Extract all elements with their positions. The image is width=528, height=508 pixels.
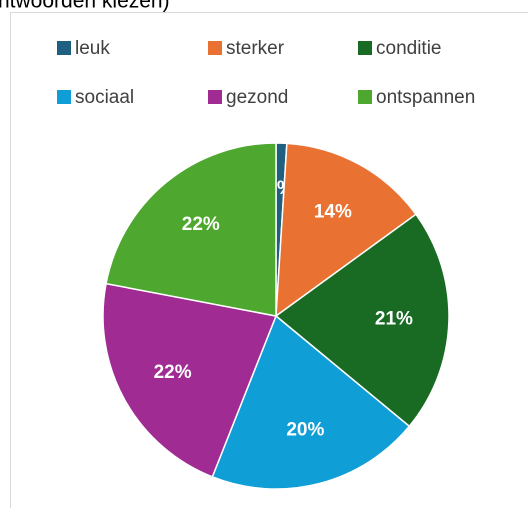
legend-label: ontspannen bbox=[376, 87, 475, 108]
data-label: 14% bbox=[314, 202, 352, 223]
legend-swatch bbox=[358, 90, 372, 104]
pie-slice bbox=[275, 142, 418, 318]
pie-slice bbox=[105, 142, 277, 317]
legend-label: sociaal bbox=[75, 87, 134, 108]
legend-swatch bbox=[57, 90, 71, 104]
chart-title: ntwoorden kiezen) bbox=[0, 0, 170, 13]
data-label: 20% bbox=[286, 419, 324, 440]
legend-swatch bbox=[57, 41, 71, 55]
pie-slice bbox=[274, 213, 450, 428]
legend-label: sterker bbox=[226, 38, 285, 59]
legend-label: gezond bbox=[226, 87, 288, 108]
data-label: 22% bbox=[154, 362, 192, 383]
legend-swatch bbox=[208, 41, 222, 55]
pie-slice bbox=[211, 314, 411, 490]
data-label: 22% bbox=[182, 214, 220, 235]
chart-frame bbox=[10, 12, 528, 508]
pie-slice bbox=[102, 282, 278, 478]
data-label: 21% bbox=[375, 309, 413, 330]
legend-swatch bbox=[208, 90, 222, 104]
legend-label: leuk bbox=[75, 38, 110, 59]
legend-swatch bbox=[358, 41, 372, 55]
legend-label: conditie bbox=[376, 38, 442, 59]
